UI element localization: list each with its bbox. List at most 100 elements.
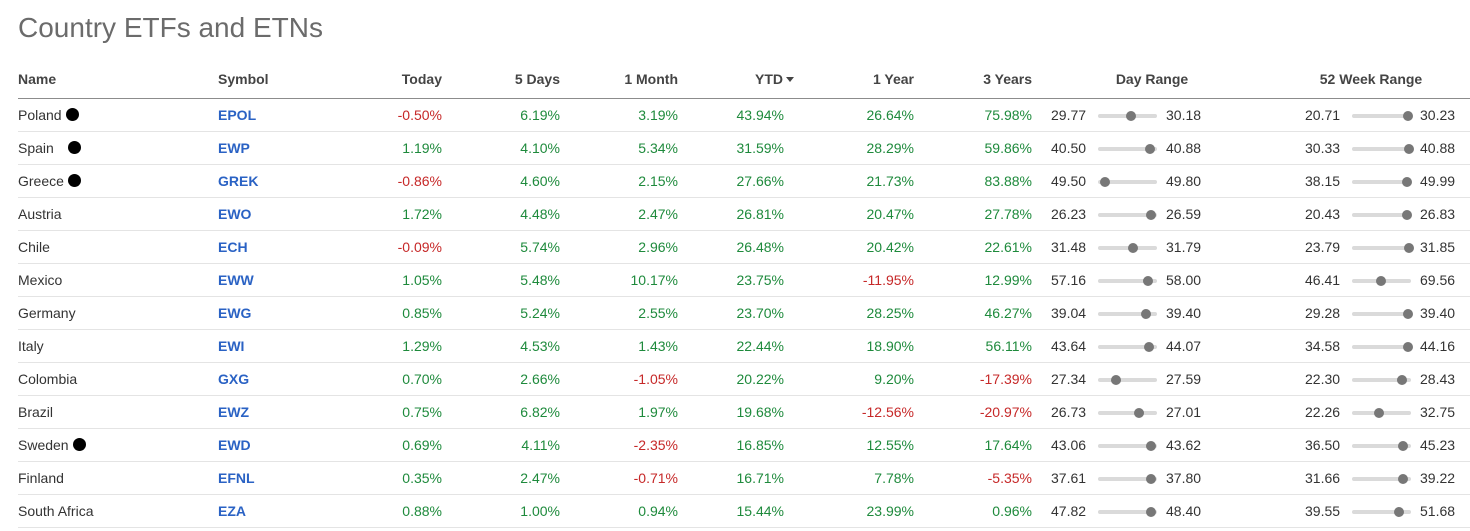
day-range-low: 40.50 <box>1051 140 1087 156</box>
today-change: -0.09% <box>298 230 442 264</box>
col-header-52-week-range[interactable]: 52 Week Range <box>1272 60 1470 99</box>
day-range-marker <box>1143 276 1154 286</box>
table-row[interactable]: Chile ECH -0.09% 5.74% 2.96% 26.48% 20.42% 22.6… <box>18 230 1470 264</box>
col-header-symbol[interactable]: Symbol <box>218 60 298 99</box>
symbol-cell: EWW <box>218 263 298 297</box>
table-row[interactable]: Brazil EWZ 0.75% 6.82% 1.97% 19.68% -12.56% -20… <box>18 395 1470 429</box>
col-header-1-year[interactable]: 1 Year <box>796 60 914 99</box>
week52-range-low: 20.71 <box>1305 107 1341 123</box>
week52-range-bar <box>1352 507 1411 517</box>
week52-range-high: 44.16 <box>1420 338 1456 354</box>
week52-range-marker <box>1397 474 1408 484</box>
one-year-change: 28.25% <box>796 296 914 330</box>
week52-range-bar <box>1352 210 1413 220</box>
day-range-cell: 40.50 40.88 <box>1032 131 1272 165</box>
day-range-cell: 31.48 31.79 <box>1032 230 1272 264</box>
symbol-cell: EWO <box>218 197 298 231</box>
day-range-cell: 57.16 58.00 <box>1032 263 1272 297</box>
table-row[interactable]: Finland EFNL 0.35% 2.47% -0.71% 16.71% 7.78% -5… <box>18 461 1470 495</box>
watchlist-dot-icon <box>67 141 81 154</box>
table-row[interactable]: South Africa EZA 0.88% 1.00% 0.94% 15.44% 23.9… <box>18 494 1470 528</box>
col-header-day-range[interactable]: Day Range <box>1032 60 1272 99</box>
name-cell: South Africa <box>18 494 218 528</box>
day-range-marker <box>1144 144 1155 154</box>
symbol-link[interactable]: EFNL <box>218 470 255 486</box>
week52-range-low: 20.43 <box>1305 206 1341 222</box>
week52-range-marker <box>1403 342 1414 352</box>
symbol-cell: EWG <box>218 296 298 330</box>
name-cell: Spain <box>18 131 218 165</box>
week52-range-cell: 46.41 69.56 <box>1272 263 1470 297</box>
one-month-change: 2.96% <box>560 230 678 264</box>
week52-range-low: 23.79 <box>1305 239 1341 255</box>
col-header-ytd[interactable]: YTD <box>678 60 796 99</box>
week52-range-low: 30.33 <box>1305 140 1341 156</box>
one-month-change: 2.47% <box>560 197 678 231</box>
symbol-link[interactable]: EWO <box>218 206 252 222</box>
table-row[interactable]: Greece GREK -0.86% 4.60% 2.15% 27.66% 21.73% 83… <box>18 164 1470 198</box>
table-row[interactable]: Germany EWG 0.85% 5.24% 2.55% 23.70% 28.25% 46.… <box>18 296 1470 330</box>
day-range-marker <box>1143 342 1154 352</box>
day-range-high: 58.00 <box>1166 272 1202 288</box>
symbol-link[interactable]: EPOL <box>218 107 257 123</box>
week52-range-marker <box>1403 243 1414 253</box>
symbol-link[interactable]: EWD <box>218 437 251 453</box>
day-range-high: 43.62 <box>1166 437 1202 453</box>
three-year-change: -17.39% <box>914 362 1032 396</box>
week52-range-bar <box>1352 342 1414 352</box>
name-cell: Mexico <box>18 263 218 297</box>
symbol-link[interactable]: EWP <box>218 140 250 156</box>
week52-range-high: 32.75 <box>1420 404 1456 420</box>
week52-range-low: 34.58 <box>1305 338 1341 354</box>
symbol-link[interactable]: ECH <box>218 239 248 255</box>
one-month-change: 5.34% <box>560 131 678 165</box>
country-name: Brazil <box>18 404 54 420</box>
week52-range-marker <box>1394 507 1405 517</box>
col-header-name[interactable]: Name <box>18 60 218 99</box>
col-header-1-month[interactable]: 1 Month <box>560 60 678 99</box>
day-range-high: 27.01 <box>1166 404 1202 420</box>
symbol-link[interactable]: EWZ <box>218 404 250 420</box>
col-header-today[interactable]: Today <box>298 60 442 99</box>
col-header-5-days[interactable]: 5 Days <box>442 60 560 99</box>
symbol-link[interactable]: EZA <box>218 503 246 519</box>
day-range-low: 43.06 <box>1051 437 1087 453</box>
table-row[interactable]: Italy EWI 1.29% 4.53% 1.43% 22.44% 18.90% 56.11… <box>18 329 1470 363</box>
header-row: Name Symbol Today 5 Days 1 Month YTD 1 Y… <box>18 60 1470 99</box>
page-title: Country ETFs and ETNs <box>18 12 323 43</box>
week52-range-low: 46.41 <box>1305 272 1341 288</box>
symbol-link[interactable]: EWG <box>218 305 252 321</box>
table-row[interactable]: Sweden EWD 0.69% 4.11% -2.35% 16.85% 12.55% 17.… <box>18 428 1470 462</box>
symbol-link[interactable]: EWI <box>218 338 245 354</box>
day-range-low: 27.34 <box>1051 371 1087 387</box>
table-row[interactable]: Poland EPOL -0.50% 6.19% 3.19% 43.94% 26.64% 75… <box>18 98 1470 132</box>
name-cell: Poland <box>18 98 218 132</box>
five-day-change: 5.48% <box>442 263 560 297</box>
symbol-link[interactable]: EWW <box>218 272 254 288</box>
day-range-marker <box>1100 177 1111 187</box>
name-cell: Chile <box>18 230 218 264</box>
day-range-high: 48.40 <box>1166 503 1202 519</box>
table-row[interactable]: Mexico EWW 1.05% 5.48% 10.17% 23.75% -11.95% 12… <box>18 263 1470 297</box>
week52-range-cell: 22.30 28.43 <box>1272 362 1470 396</box>
day-range-bar <box>1098 342 1157 352</box>
symbol-link[interactable]: GREK <box>218 173 259 189</box>
table-row[interactable]: Spain EWP 1.19% 4.10% 5.34% 31.59% 28.29% 59.86… <box>18 131 1470 165</box>
one-month-change: -2.35% <box>560 428 678 462</box>
week52-range-cell: 39.55 51.68 <box>1272 494 1470 528</box>
table-row[interactable]: Austria EWO 1.72% 4.48% 2.47% 26.81% 20.47% 27.… <box>18 197 1470 231</box>
one-month-change: 2.15% <box>560 164 678 198</box>
day-range-cell: 47.82 48.40 <box>1032 494 1272 528</box>
col-header-3-years[interactable]: 3 Years <box>914 60 1032 99</box>
three-year-change: 83.88% <box>914 164 1032 198</box>
day-range-bar <box>1098 309 1157 319</box>
table-row[interactable]: Colombia GXG 0.70% 2.66% -1.05% 20.22% 9.20% -1… <box>18 362 1470 396</box>
week52-range-bar <box>1352 441 1411 451</box>
name-cell: Colombia <box>18 362 218 396</box>
one-year-change: 28.29% <box>796 131 914 165</box>
etf-table: Name Symbol Today 5 Days 1 Month YTD 1 Y… <box>18 60 1470 528</box>
day-range-low: 26.73 <box>1051 404 1087 420</box>
symbol-link[interactable]: GXG <box>218 371 250 387</box>
today-change: 0.75% <box>298 395 442 429</box>
